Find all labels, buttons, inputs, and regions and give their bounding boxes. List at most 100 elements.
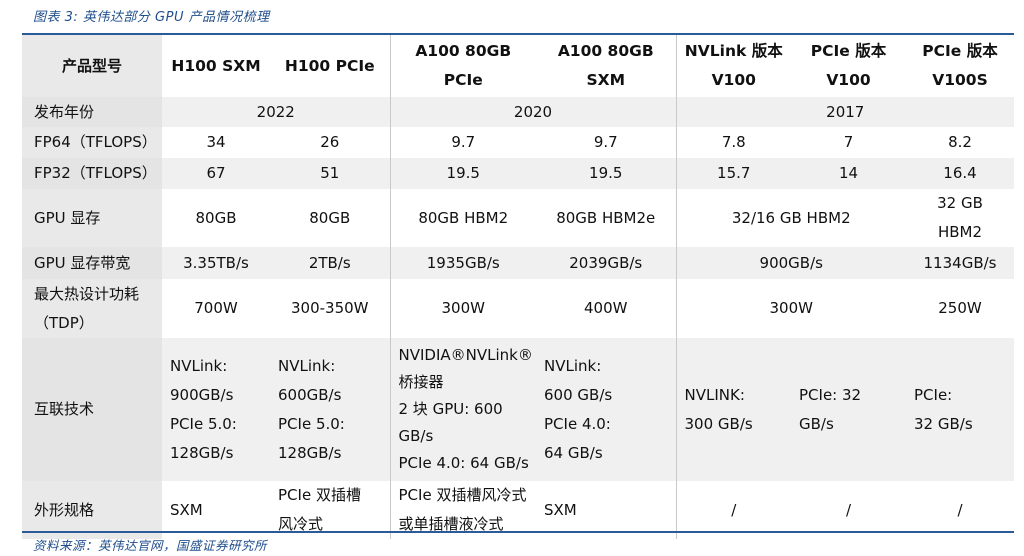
cell-line: （TDP）	[34, 313, 94, 332]
cell-line: SXM	[586, 71, 626, 89]
model-v100-pcie: PCIe 版本 V100	[791, 35, 906, 97]
cell-line: PCIe 版本	[810, 42, 887, 60]
model-v100-nvlink: NVLink 版本 V100	[675, 35, 791, 97]
model-v100s-pcie: PCIe 版本 V100S	[906, 35, 1014, 97]
fp64-cell: 34	[206, 133, 226, 151]
fp32-cell: 16.4	[906, 158, 1014, 189]
cell-line: 64 GB/s	[544, 443, 603, 462]
cell-line: H100 PCIe	[284, 56, 375, 75]
memory-cell: 80GB	[195, 208, 237, 227]
bandwidth-cell: 2039GB/s	[536, 247, 676, 279]
cell-line: NVLink:	[544, 356, 602, 375]
bandwidth-cell: 1134GB/s	[906, 247, 1014, 279]
cell-line: NVIDIA®NVLink®	[398, 346, 533, 364]
year-v100: 2017	[675, 97, 1014, 127]
cell-line: PCIe: 32	[799, 385, 862, 404]
tdp-cell: 300-350W	[290, 299, 369, 317]
cell-line: /	[957, 500, 963, 519]
interconnect-cell: PCIe: 32 GB/s	[791, 338, 906, 481]
cell-line: SXM	[170, 500, 203, 519]
cell-line: 2 块 GPU: 600	[398, 400, 503, 418]
row-label-tdp: 最大热设计功耗 （TDP）	[22, 279, 162, 338]
row-label-model: 产品型号	[22, 35, 162, 97]
tdp-cell: 300W	[675, 279, 906, 338]
cell-line: 32 GB/s	[914, 414, 973, 433]
row-bandwidth: GPU 显存带宽 3.35TB/s 2TB/s 1935GB/s 2039GB/…	[22, 247, 1014, 279]
cell-line: 32 GB	[937, 194, 983, 212]
cell-line: 128GB/s	[278, 443, 342, 462]
cell-line: V100	[826, 71, 871, 89]
memory-cell: 80GB HBM2e	[556, 208, 656, 227]
row-tdp: 最大热设计功耗 （TDP） 700W 300-350W 300W 400W 300…	[22, 279, 1014, 338]
fp32-cell: 19.5	[389, 158, 536, 189]
cell-line: 128GB/s	[170, 443, 234, 462]
cell-line: 或单插槽液冷式	[398, 515, 504, 533]
row-form-factor: 外形规格 SXM PCIe 双插槽 风冷式 PCIe 双插槽风冷式 或单插槽液冷式 …	[22, 481, 1014, 539]
fp32-cell: 19.5	[536, 158, 676, 189]
top-rule	[22, 33, 1014, 35]
fp32-cell: 15.7	[675, 158, 791, 189]
header-row: 产品型号 H100 SXM H100 PCIe A100 80GB PCIe A1…	[22, 35, 1014, 97]
cell-line: 900GB/s	[170, 385, 234, 404]
cell-line: 最大热设计功耗	[34, 284, 140, 303]
model-h100-sxm: H100 SXM	[162, 35, 270, 97]
year-h100: 2022	[162, 97, 390, 127]
interconnect-cell: NVIDIA®NVLink® 桥接器 2 块 GPU: 600 GB/s PCIe 4.…	[389, 338, 536, 481]
row-fp64: FP64（TFLOPS） 34 26 9.7 9.7 7.8 7 8.2	[22, 127, 1014, 158]
interconnect-cell: PCIe: 32 GB/s	[906, 338, 1014, 481]
row-label-year: 发布年份	[22, 97, 162, 127]
form-factor-cell: SXM	[536, 481, 676, 539]
form-factor-cell: PCIe 双插槽风冷式 或单插槽液冷式	[389, 481, 536, 539]
memory-cell: 80GB HBM2	[389, 189, 536, 247]
cell-line: PCIe 版本	[922, 42, 998, 60]
memory-cell: 32/16 GB HBM2	[675, 189, 906, 247]
cell-line: NVLINK:	[684, 385, 745, 404]
cell-line: GB/s	[398, 427, 434, 445]
fp64-cell: 9.7	[389, 127, 536, 158]
cell-line: NVLink:	[170, 356, 228, 375]
cell-line: PCIe 4.0: 64 GB/s	[398, 454, 529, 472]
fp32-cell: 14	[791, 158, 906, 189]
cell-line: 600GB/s	[278, 385, 342, 404]
cell-line: 桥接器	[398, 373, 444, 391]
row-year: 发布年份 2022 2020 2017	[22, 97, 1014, 127]
cell-line: PCIe 5.0:	[278, 414, 345, 433]
cell-line: A100 80GB	[557, 42, 654, 60]
cell-line: /	[845, 500, 852, 519]
model-a100-sxm: A100 80GB SXM	[536, 35, 676, 97]
tdp-cell: 700W	[194, 299, 238, 317]
memory-cell: 80GB	[309, 208, 351, 227]
row-interconnect: 互联技术 NVLink: 900GB/s PCIe 5.0: 128GB/s NVLi…	[22, 338, 1014, 481]
form-factor-cell: PCIe 双插槽 风冷式	[270, 481, 390, 539]
memory-cell: 32 GB HBM2	[906, 189, 1014, 247]
cell-line: NVLink:	[278, 356, 336, 375]
cell-line: NVLink 版本	[684, 42, 783, 60]
tdp-cell: 300W	[389, 279, 536, 338]
fp32-cell: 51	[270, 158, 390, 189]
form-factor-cell: /	[791, 481, 906, 539]
row-label-form-factor: 外形规格	[22, 481, 162, 539]
fp64-cell: 9.7	[593, 133, 618, 151]
cell-line: H100 SXM	[171, 56, 261, 75]
cell-line: SXM	[544, 500, 577, 519]
source-note: 资料来源：英伟达官网，国盛证券研究所	[33, 538, 268, 553]
bottom-rule	[22, 531, 1014, 533]
cell-line: PCIe 双插槽	[278, 486, 361, 504]
cell-line: PCIe 5.0:	[170, 414, 237, 433]
form-factor-cell: SXM	[162, 481, 270, 539]
form-factor-cell: /	[675, 481, 791, 539]
fp64-cell: 7	[843, 133, 854, 151]
cell-line: A100 80GB	[415, 42, 512, 60]
cell-line: PCIe	[443, 71, 483, 89]
gpu-spec-table: 产品型号 H100 SXM H100 PCIe A100 80GB PCIe A1…	[22, 35, 1014, 539]
interconnect-cell: NVLink: 900GB/s PCIe 5.0: 128GB/s	[162, 338, 270, 481]
cell-line: V100S	[932, 71, 988, 89]
form-factor-cell: /	[906, 481, 1014, 539]
bandwidth-cell: 3.35TB/s	[162, 247, 270, 279]
fp64-cell: 7.8	[675, 127, 791, 158]
cell-line: V100	[711, 71, 756, 89]
figure-caption: 图表 3: 英伟达部分 GPU 产品情况梳理	[33, 10, 270, 25]
tdp-cell: 250W	[938, 299, 982, 317]
row-label-fp64: FP64（TFLOPS）	[22, 127, 162, 158]
row-label-memory: GPU 显存	[22, 189, 162, 247]
